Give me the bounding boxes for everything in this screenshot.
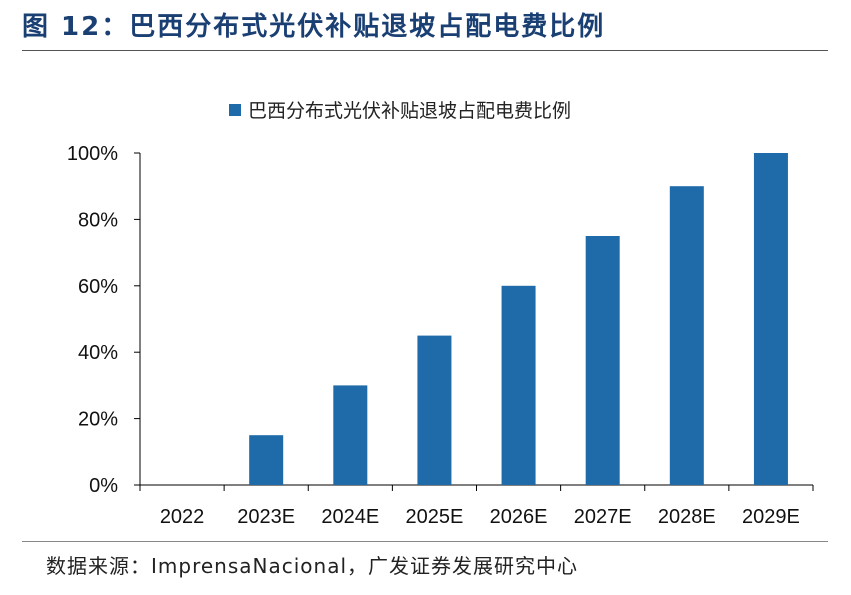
figure-title: 图 12：巴西分布式光伏补贴退坡占配电费比例 (22, 12, 606, 42)
title-divider (22, 50, 828, 51)
source-note: 数据来源：ImprensaNacional，广发证券发展研究中心 (46, 550, 578, 579)
x-tick-label: 2026E (490, 506, 548, 528)
y-tick-label: 100% (67, 143, 118, 165)
legend-swatch (229, 104, 241, 116)
x-tick-label: 2024E (321, 506, 379, 528)
y-tick-label: 80% (78, 209, 118, 231)
source-text: ImprensaNacional，广发证券发展研究中心 (151, 554, 579, 578)
x-tick-label: 2023E (237, 506, 295, 528)
bar-chart: 巴西分布式光伏补贴退坡占配电费比例 0% 20% 40% 60% 80% 100% 2022 2… (67, 100, 814, 528)
source-divider (22, 541, 828, 542)
bar (669, 186, 704, 485)
source-label: 数据来源： (46, 554, 151, 578)
legend-label: 巴西分布式光伏补贴退坡占配电费比例 (248, 100, 571, 122)
x-tick-label: 2025E (406, 506, 464, 528)
bar (753, 153, 788, 485)
x-tick-label: 2028E (658, 506, 716, 528)
bar (333, 385, 368, 485)
y-tick-label: 20% (78, 409, 118, 431)
x-tick-label: 2022 (160, 506, 205, 528)
x-tick-label: 2029E (742, 506, 800, 528)
bar (501, 285, 536, 485)
x-tick-label: 2027E (574, 506, 632, 528)
y-tick-label: 40% (78, 342, 118, 364)
bar (249, 435, 284, 485)
bar (585, 236, 620, 485)
y-tick-label: 60% (78, 276, 118, 298)
bar (417, 335, 452, 485)
y-tick-label: 0% (89, 475, 118, 497)
